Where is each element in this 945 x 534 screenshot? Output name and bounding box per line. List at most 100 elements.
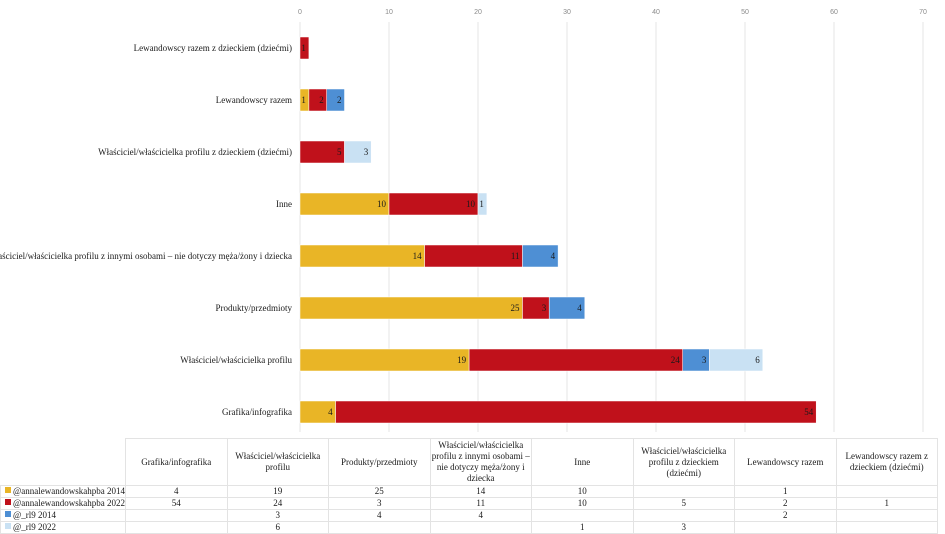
legend-swatch-icon — [5, 511, 11, 517]
bar-value-label: 3 — [702, 355, 707, 365]
bar-segment — [522, 244, 559, 268]
table-cell — [734, 521, 837, 534]
table-cell — [429, 521, 533, 534]
table-row: @annalewandowskahpba 2014 4 19 25 14 10 1 — [0, 485, 939, 498]
category-label: Lewandowscy razem z dzieckiem (dziećmi) — [134, 43, 292, 53]
table-cell: 10 — [531, 485, 634, 498]
bar-value-label: 2 — [337, 95, 342, 105]
table-cell: 3 — [328, 497, 431, 510]
bar-value-label: 5 — [337, 147, 342, 157]
table-cell: 1 — [835, 497, 939, 510]
bar-segment — [388, 192, 479, 216]
table-header: Lewandowscy razem — [734, 438, 837, 486]
bar-segment — [344, 140, 372, 164]
bar-value-label: 1 — [301, 43, 306, 53]
table-header: Właściciel/właścicielka profilu z innymi… — [429, 438, 533, 486]
table-cell: 24 — [226, 497, 330, 510]
bar-segment — [299, 36, 310, 60]
table-cell — [531, 509, 634, 522]
category-label: Produkty/przedmioty — [216, 303, 293, 313]
bar-value-label: 3 — [364, 147, 369, 157]
data-table: Grafika/infografika Właściciel/właściciel… — [0, 438, 939, 534]
table-cell: 14 — [429, 485, 533, 498]
legend-entry: @_rl9 2022 — [0, 521, 127, 534]
table-cell: 4 — [125, 485, 228, 498]
x-axis-ticks: 0 10 20 30 40 50 60 70 — [298, 9, 927, 16]
bar-segment — [299, 244, 425, 268]
x-tick-label: 10 — [385, 9, 393, 16]
legend-swatch-icon — [5, 523, 11, 529]
bar-value-label: 19 — [457, 355, 467, 365]
table-cell: 10 — [531, 497, 634, 510]
legend-entry: @annalewandowskahpba 2014 — [0, 485, 127, 498]
bar-value-label: 4 — [577, 303, 582, 313]
bar-segment — [335, 400, 817, 424]
bar-segment — [548, 296, 586, 320]
table-cell: 19 — [226, 485, 330, 498]
stacked-bar-chart: 0 10 20 30 40 50 60 70 Grafika/infografika Właśc… — [0, 9, 927, 432]
table-cell — [328, 521, 431, 534]
bar-value-label: 1 — [479, 199, 484, 209]
category-label: Lewandowscy razem — [216, 95, 292, 105]
table-cell: 2 — [734, 509, 837, 522]
bar-value-label: 10 — [466, 199, 476, 209]
table-header: Inne — [531, 438, 634, 486]
bar-segment — [477, 192, 488, 216]
table-cell: 25 — [328, 485, 431, 498]
table-cell: 4 — [429, 509, 533, 522]
table-row: @_rl9 2014 3 4 4 2 — [0, 509, 939, 522]
table-row: @_rl9 2022 6 1 3 — [0, 521, 939, 534]
legend-entry: @annalewandowskahpba 2022 — [0, 497, 127, 510]
table-header: Właściciel/właścicielka profilu z dzieck… — [632, 438, 736, 486]
bar-value-label: 1 — [301, 95, 306, 105]
table-cell: 6 — [226, 521, 330, 534]
table-cell: 54 — [125, 497, 228, 510]
bar-value-label: 10 — [377, 199, 387, 209]
bar-segment — [468, 348, 683, 372]
category-label: Właściciel/właścicielka profilu — [180, 355, 292, 365]
series-name: @_rl9 2014 — [13, 510, 57, 520]
legend-swatch-icon — [5, 499, 11, 505]
table-cell: 4 — [328, 509, 431, 522]
bar-segment — [326, 88, 345, 112]
bar-segment — [299, 192, 390, 216]
category-label: Właściciel/właścicielka profilu z dzieck… — [98, 147, 292, 157]
table-cell: 5 — [632, 497, 736, 510]
bar-value-label: 2 — [319, 95, 324, 105]
bars — [299, 36, 817, 424]
bar-segment — [299, 296, 523, 320]
legend-entry: @_rl9 2014 — [0, 509, 127, 522]
table-corner — [0, 438, 127, 486]
x-tick-label: 60 — [830, 9, 838, 16]
table-header: Lewandowscy razem z dzieckiem (dziećmi) — [835, 438, 939, 486]
bar-value-label: 25 — [511, 303, 521, 313]
bar-value-label: 54 — [804, 407, 814, 417]
bar-value-label: 4 — [551, 251, 556, 261]
series-name: @annalewandowskahpba 2022 — [13, 498, 126, 508]
x-tick-label: 0 — [298, 9, 302, 16]
bar-value-label: 3 — [542, 303, 547, 313]
table-cell: 3 — [226, 509, 330, 522]
bar-value-label: 11 — [511, 251, 520, 261]
series-name: @annalewandowskahpba 2014 — [13, 486, 126, 496]
bar-value-label: 4 — [328, 407, 333, 417]
table-cell — [632, 485, 736, 498]
x-tick-label: 70 — [919, 9, 927, 16]
table-cell — [835, 521, 939, 534]
bar-segment — [424, 244, 523, 268]
bar-value-label: 24 — [671, 355, 681, 365]
x-tick-label: 50 — [741, 9, 749, 16]
x-tick-label: 40 — [652, 9, 660, 16]
table-cell — [835, 509, 939, 522]
legend-swatch-icon — [5, 487, 11, 493]
table-cell — [632, 509, 736, 522]
table-row: @annalewandowskahpba 2022 54 24 3 11 10 5 2 1 — [0, 497, 939, 510]
table-cell — [125, 521, 228, 534]
table-cell — [835, 485, 939, 498]
category-label: Inne — [276, 199, 292, 209]
x-tick-label: 20 — [474, 9, 482, 16]
table-cell: 1 — [734, 485, 837, 498]
table-header: Właściciel/właścicielka profilu — [226, 438, 330, 486]
bar-value-label: 14 — [413, 251, 423, 261]
